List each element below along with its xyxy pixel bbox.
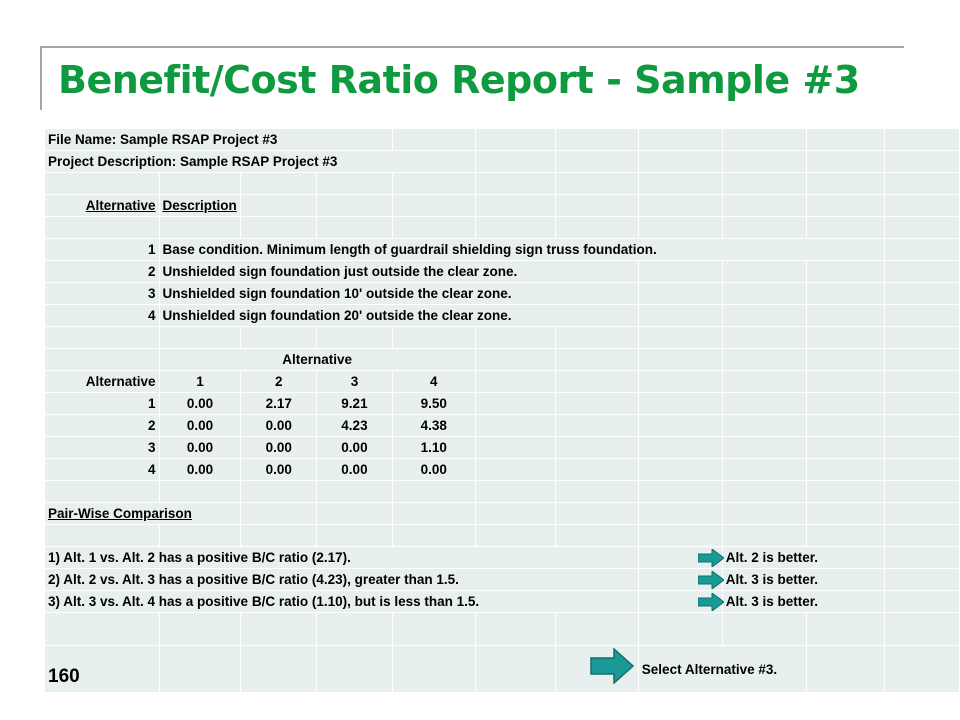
matrix-column-header: 2 — [240, 370, 318, 393]
table-row — [44, 216, 960, 239]
matrix-row: 4 0.00 0.00 0.00 0.00 — [44, 458, 960, 481]
alternative-number: 3 — [44, 282, 160, 305]
matrix-row: 2 0.00 0.00 4.23 4.38 — [44, 414, 960, 437]
matrix-row-label: 4 — [44, 458, 160, 481]
matrix-cell: 2.17 — [240, 392, 318, 415]
table-row: File Name: Sample RSAP Project #3 — [44, 128, 960, 151]
pairwise-result: Alt. 3 is better. — [721, 568, 885, 591]
matrix-cell: 0.00 — [316, 436, 393, 459]
table-row — [44, 524, 960, 547]
table-row: Alternative — [44, 348, 960, 371]
matrix-row-label: 3 — [44, 436, 160, 459]
alternative-description: Base condition. Minimum length of guardr… — [158, 238, 885, 261]
matrix-row-label: 1 — [44, 392, 160, 415]
project-description: Project Description: Sample RSAP Project… — [44, 150, 476, 173]
alternative-number: 2 — [44, 260, 160, 283]
report-table: File Name: Sample RSAP Project #3 Projec… — [43, 128, 960, 693]
matrix-row-label: 2 — [44, 414, 160, 437]
matrix-cell: 0.00 — [158, 392, 242, 415]
table-row: Project Description: Sample RSAP Project… — [44, 150, 960, 173]
matrix-column-header: 4 — [391, 370, 476, 393]
matrix-cell: 9.50 — [391, 392, 476, 415]
frame-top-line — [40, 46, 904, 48]
table-row — [44, 612, 960, 646]
selection-row: 160 Select Alternative #3. — [44, 645, 960, 693]
matrix-header-row: Alternative 1 2 3 4 — [44, 370, 960, 393]
matrix-cell: 0.00 — [240, 436, 318, 459]
right-arrow-icon — [697, 549, 724, 567]
matrix-column-header: 1 — [158, 370, 242, 393]
matrix-cell: 9.21 — [316, 392, 393, 415]
matrix-cell: 0.00 — [240, 414, 318, 437]
matrix-row-header: Alternative — [44, 370, 160, 393]
pairwise-text: 3) Alt. 3 vs. Alt. 4 has a positive B/C … — [44, 590, 639, 613]
frame-left-line — [40, 46, 42, 110]
pairwise-row: 2) Alt. 2 vs. Alt. 3 has a positive B/C … — [44, 568, 960, 591]
table-row — [44, 326, 960, 349]
matrix-cell: 0.00 — [158, 458, 242, 481]
matrix-cell: 0.00 — [240, 458, 318, 481]
right-arrow-icon — [697, 593, 724, 611]
pairwise-result: Alt. 2 is better. — [721, 546, 885, 569]
matrix-cell: 4.23 — [316, 414, 393, 437]
alternative-description: Unshielded sign foundation 10' outside t… — [158, 282, 639, 305]
alternative-description: Unshielded sign foundation just outside … — [158, 260, 639, 283]
matrix-cell: 0.00 — [158, 414, 242, 437]
pairwise-row: 1) Alt. 1 vs. Alt. 2 has a positive B/C … — [44, 546, 960, 569]
alternative-row: 4 Unshielded sign foundation 20' outside… — [44, 304, 960, 327]
right-arrow-icon — [590, 648, 634, 684]
pairwise-row: 3) Alt. 3 vs. Alt. 4 has a positive B/C … — [44, 590, 960, 613]
alternative-number: 4 — [44, 304, 160, 327]
selection-text: Select Alternative #3. — [637, 645, 808, 693]
slide-number: 160 — [44, 645, 160, 693]
pairwise-text: 1) Alt. 1 vs. Alt. 2 has a positive B/C … — [44, 546, 639, 569]
pairwise-text: 2) Alt. 2 vs. Alt. 3 has a positive B/C … — [44, 568, 639, 591]
matrix-row: 3 0.00 0.00 0.00 1.10 — [44, 436, 960, 459]
matrix-cell: 4.38 — [391, 414, 476, 437]
table-row: Alternative Description — [44, 194, 960, 217]
matrix-row: 1 0.00 2.17 9.21 9.50 — [44, 392, 960, 415]
alternative-row: 2 Unshielded sign foundation just outsid… — [44, 260, 960, 283]
alternative-number: 1 — [44, 238, 160, 261]
matrix-column-header: 3 — [316, 370, 393, 393]
pairwise-heading: Pair-Wise Comparison — [43, 502, 242, 525]
matrix-cell: 1.10 — [391, 436, 476, 459]
description-header: Description — [158, 194, 242, 217]
alternative-row: 1 Base condition. Minimum length of guar… — [44, 238, 960, 261]
table-row — [44, 172, 960, 195]
matrix-cell: 0.00 — [316, 458, 393, 481]
matrix-cell: 0.00 — [391, 458, 476, 481]
alternative-header: Alternative — [44, 194, 160, 217]
page-title: Benefit/Cost Ratio Report - Sample #3 — [58, 58, 860, 102]
matrix-cell: 0.00 — [158, 436, 242, 459]
alternative-row: 3 Unshielded sign foundation 10' outside… — [44, 282, 960, 305]
right-arrow-icon — [697, 571, 724, 589]
table-row: Pair-Wise Comparison — [43, 502, 960, 525]
file-name: File Name: Sample RSAP Project #3 — [44, 128, 393, 151]
table-row — [44, 480, 960, 503]
alternative-description: Unshielded sign foundation 20' outside t… — [158, 304, 639, 327]
pairwise-result: Alt. 3 is better. — [721, 590, 885, 613]
matrix-column-group-label: Alternative — [158, 348, 476, 371]
